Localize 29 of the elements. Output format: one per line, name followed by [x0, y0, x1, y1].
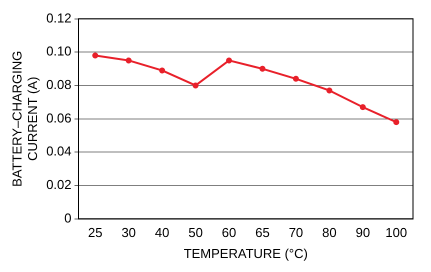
x-tick-label: 90: [356, 225, 370, 240]
point: [226, 57, 232, 64]
x-tick-label: 50: [188, 225, 203, 240]
y-tick-label: 0.12: [46, 10, 72, 26]
point: [292, 76, 299, 82]
point: [126, 57, 132, 64]
y-tick-label: 0.04: [46, 144, 72, 159]
point: [159, 67, 166, 74]
y-axis-title: BATTERY–CHARGING CURRENT (A): [9, 50, 40, 187]
y-tick-label: 0.10: [46, 44, 72, 59]
point: [360, 104, 366, 110]
y-tick-label: 0.08: [46, 77, 72, 92]
point: [192, 82, 199, 88]
y-tick-label: 0.02: [46, 177, 72, 192]
x-tick-label: 30: [121, 225, 136, 240]
x-tick-label: 25: [88, 225, 102, 240]
y-tick-label: 0: [64, 210, 72, 226]
x-tick-label: 100: [385, 225, 408, 240]
x-tick-label: 60: [222, 225, 236, 240]
y-tick-label: 0.06: [46, 110, 72, 126]
x-tick-label: 70: [288, 225, 304, 240]
point: [393, 119, 400, 126]
x-tick-label: 65: [255, 225, 270, 240]
point: [92, 52, 98, 58]
point: [326, 87, 332, 94]
x-tick-label: 40: [154, 225, 170, 240]
x-tick-label: 80: [322, 225, 337, 240]
x-axis-title: TEMPERATURE (°C): [184, 246, 308, 261]
point: [259, 66, 266, 72]
